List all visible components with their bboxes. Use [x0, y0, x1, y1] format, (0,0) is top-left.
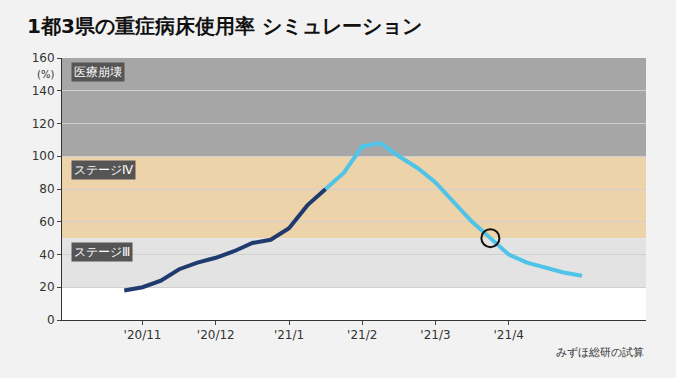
svg-text:80: 80 [39, 182, 54, 196]
svg-text:'21/1: '21/1 [274, 328, 304, 342]
svg-text:'20/12: '20/12 [197, 328, 235, 342]
svg-text:40: 40 [39, 248, 54, 262]
svg-text:'21/4: '21/4 [494, 328, 524, 342]
svg-text:みずほ総研の試算: みずほ総研の試算 [556, 346, 644, 359]
svg-text:20: 20 [39, 280, 54, 294]
svg-text:100: 100 [32, 149, 55, 163]
svg-text:'20/11: '20/11 [124, 328, 162, 342]
svg-text:160: 160 [32, 51, 55, 65]
svg-text:1都3県の重症病床使用率 シミュレーション: 1都3県の重症病床使用率 シミュレーション [27, 14, 422, 38]
svg-text:ステージⅣ: ステージⅣ [74, 163, 133, 177]
svg-text:ステージⅢ: ステージⅢ [74, 245, 130, 259]
svg-text:0: 0 [47, 313, 55, 327]
svg-text:'21/2: '21/2 [347, 328, 377, 342]
svg-text:120: 120 [32, 117, 55, 131]
svg-text:60: 60 [39, 215, 54, 229]
svg-text:140: 140 [32, 84, 55, 98]
svg-text:(%): (%) [37, 69, 54, 80]
svg-text:'21/3: '21/3 [420, 328, 450, 342]
svg-text:医療崩壊: 医療崩壊 [74, 65, 122, 79]
